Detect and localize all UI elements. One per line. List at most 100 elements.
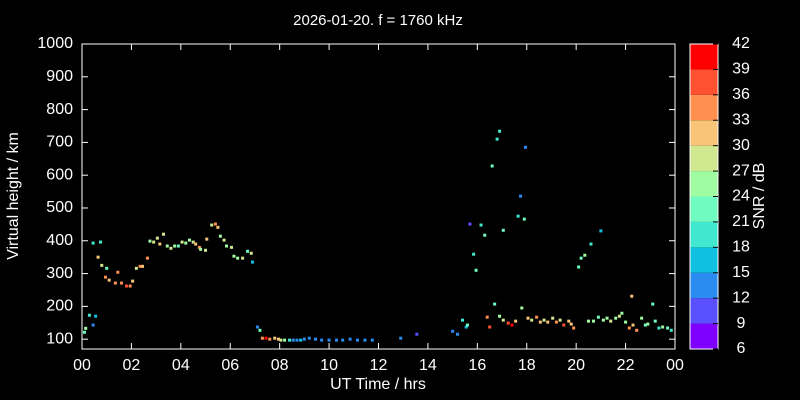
- data-point: [524, 145, 528, 149]
- colorbar-tick-label: 30: [732, 137, 750, 154]
- data-point: [546, 320, 550, 324]
- data-point: [451, 329, 455, 333]
- colorbar-tick-label: 21: [732, 213, 750, 230]
- y-axis-label: Virtual height / km: [5, 132, 22, 260]
- data-point: [229, 245, 233, 249]
- data-point: [551, 316, 555, 320]
- data-point: [651, 302, 655, 306]
- data-point: [653, 319, 657, 323]
- colorbar-band: [690, 221, 718, 248]
- y-tick-label: 500: [46, 199, 73, 216]
- data-point: [415, 332, 419, 336]
- data-point: [103, 275, 107, 279]
- data-point: [307, 336, 311, 340]
- data-point: [141, 264, 145, 268]
- data-point: [96, 255, 100, 259]
- data-point: [483, 233, 487, 237]
- data-point: [173, 244, 177, 248]
- data-point: [258, 328, 262, 332]
- data-point: [587, 319, 591, 323]
- colorbar-band: [690, 298, 718, 324]
- data-point: [199, 247, 203, 251]
- data-point: [264, 336, 268, 340]
- data-point: [187, 238, 191, 242]
- data-point: [341, 338, 345, 342]
- data-point: [620, 311, 624, 315]
- data-point: [91, 241, 95, 245]
- data-point: [614, 316, 618, 320]
- y-tick-label: 600: [46, 166, 73, 183]
- data-point: [148, 239, 152, 243]
- data-point: [490, 164, 494, 168]
- colorbar-band: [690, 145, 718, 172]
- data-point: [605, 316, 609, 320]
- data-point: [485, 315, 489, 319]
- data-point: [232, 254, 236, 258]
- data-point: [501, 318, 505, 322]
- y-tick-label: 900: [46, 68, 73, 85]
- data-point: [498, 129, 502, 133]
- data-point: [320, 338, 324, 342]
- chart-title: 2026-01-20. f = 1760 kHz: [293, 12, 463, 29]
- data-point: [538, 320, 542, 324]
- data-point: [120, 281, 124, 285]
- colorbar-tick-label: 39: [732, 61, 750, 78]
- colorbar-band: [690, 44, 718, 70]
- data-point: [506, 321, 510, 325]
- data-point: [554, 320, 558, 324]
- colorbar-tick-label: 42: [732, 35, 750, 52]
- data-point: [288, 338, 292, 342]
- x-tick-label: 00: [666, 357, 684, 374]
- data-point: [176, 244, 180, 248]
- data-point: [276, 337, 280, 341]
- data-point: [530, 318, 534, 322]
- data-point: [210, 223, 214, 227]
- x-tick-label: 08: [271, 357, 289, 374]
- data-point: [579, 256, 583, 260]
- data-point: [468, 222, 472, 226]
- data-point: [599, 229, 603, 233]
- x-tick-label: 14: [419, 357, 437, 374]
- data-point: [465, 323, 469, 327]
- data-point: [225, 244, 229, 248]
- data-point: [327, 338, 331, 342]
- data-point: [273, 336, 277, 340]
- data-point: [222, 238, 226, 242]
- data-point: [91, 323, 95, 327]
- data-point: [617, 314, 621, 318]
- data-point: [246, 249, 250, 253]
- data-point: [516, 214, 520, 218]
- data-point: [488, 325, 492, 329]
- x-tick-label: 00: [73, 357, 91, 374]
- data-point: [124, 284, 128, 288]
- colorbar-tick-label: 27: [732, 162, 750, 179]
- data-point: [640, 316, 644, 320]
- data-point: [661, 325, 665, 329]
- plot-frame: [81, 43, 676, 350]
- data-point: [520, 306, 524, 310]
- data-point: [169, 246, 173, 250]
- x-tick-label: 04: [172, 357, 190, 374]
- data-point: [535, 315, 539, 319]
- colorbar-band: [690, 272, 718, 299]
- data-point: [572, 326, 576, 330]
- data-point: [302, 337, 306, 341]
- data-point: [155, 236, 159, 240]
- data-point: [501, 228, 505, 232]
- data-point: [162, 232, 166, 236]
- data-point: [116, 270, 120, 274]
- data-point: [184, 241, 188, 245]
- colorbar-band: [690, 196, 718, 222]
- x-tick-label: 22: [617, 357, 635, 374]
- data-point: [526, 316, 530, 320]
- data-point: [591, 319, 595, 323]
- colorbar-tick-label: 9: [737, 315, 746, 332]
- data-point: [370, 338, 374, 342]
- data-point: [643, 323, 647, 327]
- data-point: [218, 234, 222, 238]
- data-point: [152, 240, 156, 244]
- data-point: [194, 242, 198, 246]
- colorbar-tick-label: 24: [732, 188, 750, 205]
